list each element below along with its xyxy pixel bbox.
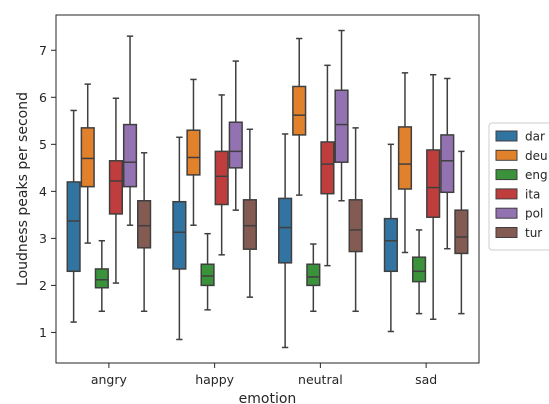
legend-swatch-tur xyxy=(495,227,518,238)
legend-label-dar: dar xyxy=(525,130,545,144)
box-eng-neutral xyxy=(306,243,321,313)
iqr-box-dar-angry xyxy=(66,181,81,273)
iqr-box-pol-happy xyxy=(228,121,243,169)
iqr-box-dar-neutral xyxy=(278,197,293,264)
x-tick-label-angry: angry xyxy=(91,372,128,387)
iqr-box-deu-sad xyxy=(397,126,413,190)
box-dar-sad xyxy=(383,143,398,333)
y-tick-label-2: 2 xyxy=(39,278,47,293)
legend-label-ita: ita xyxy=(525,187,540,201)
y-tick-label-3: 3 xyxy=(39,231,47,246)
box-dar-happy xyxy=(172,136,187,341)
legend-swatch-dar xyxy=(495,130,518,142)
iqr-box-pol-sad xyxy=(440,134,455,194)
box-ita-angry xyxy=(108,97,124,284)
y-tick-label-5: 5 xyxy=(39,137,47,152)
y-tick-label-4: 4 xyxy=(39,184,47,199)
iqr-box-ita-sad xyxy=(426,149,441,218)
legend-label-deu: deu xyxy=(525,149,548,163)
box-dar-angry xyxy=(66,109,81,323)
box-pol-angry xyxy=(122,35,138,226)
x-tick-label-neutral: neutral xyxy=(298,372,343,387)
legend-label-eng: eng xyxy=(525,168,548,182)
box-tur-happy xyxy=(242,128,257,298)
x-tick-label-happy: happy xyxy=(195,372,234,387)
legend-label-pol: pol xyxy=(525,207,543,221)
iqr-box-tur-happy xyxy=(242,199,257,250)
iqr-box-tur-angry xyxy=(137,200,152,249)
box-deu-angry xyxy=(80,83,95,244)
iqr-box-tur-sad xyxy=(454,209,469,255)
legend-swatch-deu xyxy=(495,149,518,161)
y-axis-label: Loudness peaks per second xyxy=(15,92,31,286)
box-eng-angry xyxy=(94,239,109,313)
ticks-layer: 1 2 3 4 5 6 7 angry happy neutral sad xyxy=(39,43,437,387)
box-ita-sad xyxy=(426,73,441,321)
legend-swatch-eng xyxy=(495,169,518,181)
box-tur-sad xyxy=(454,150,469,315)
y-tick-label-1: 1 xyxy=(39,325,47,340)
boxes-layer xyxy=(66,29,469,349)
axes-frame xyxy=(55,14,480,364)
box-dar-neutral xyxy=(278,133,293,349)
box-pol-neutral xyxy=(334,29,349,202)
iqr-box-dar-sad xyxy=(383,217,398,273)
iqr-box-eng-neutral xyxy=(306,263,321,287)
iqr-box-eng-angry xyxy=(94,268,109,289)
x-tick-label-sad: sad xyxy=(415,372,437,387)
iqr-box-eng-sad xyxy=(411,256,427,283)
box-pol-sad xyxy=(440,77,455,250)
iqr-box-tur-neutral xyxy=(348,199,363,253)
legend-swatch-ita xyxy=(495,188,518,200)
box-tur-angry xyxy=(137,152,152,313)
iqr-box-pol-angry xyxy=(122,123,138,188)
iqr-box-ita-neutral xyxy=(320,141,335,195)
iqr-box-pol-neutral xyxy=(334,89,349,163)
legend: dar deu eng ita pol tur xyxy=(488,122,549,251)
iqr-box-deu-neutral xyxy=(292,85,307,136)
box-pol-happy xyxy=(228,60,243,211)
iqr-box-ita-happy xyxy=(214,150,229,206)
y-tick-label-7: 7 xyxy=(39,43,47,58)
box-deu-neutral xyxy=(292,37,307,196)
iqr-box-dar-happy xyxy=(172,200,187,270)
legend-items: dar deu eng ita pol tur xyxy=(495,130,548,240)
iqr-box-ita-angry xyxy=(108,160,124,215)
box-ita-happy xyxy=(214,94,229,256)
iqr-box-deu-angry xyxy=(80,127,95,188)
box-eng-happy xyxy=(200,232,215,311)
iqr-box-eng-happy xyxy=(200,263,215,287)
iqr-box-deu-happy xyxy=(186,129,201,176)
legend-label-tur: tur xyxy=(525,226,542,240)
box-ita-neutral xyxy=(320,64,335,267)
x-axis-label: emotion xyxy=(239,391,297,404)
box-eng-sad xyxy=(411,229,427,315)
box-deu-sad xyxy=(397,72,413,254)
box-deu-happy xyxy=(186,78,201,226)
box-tur-neutral xyxy=(348,127,363,313)
y-tick-label-6: 6 xyxy=(39,90,47,105)
legend-swatch-pol xyxy=(495,207,518,219)
